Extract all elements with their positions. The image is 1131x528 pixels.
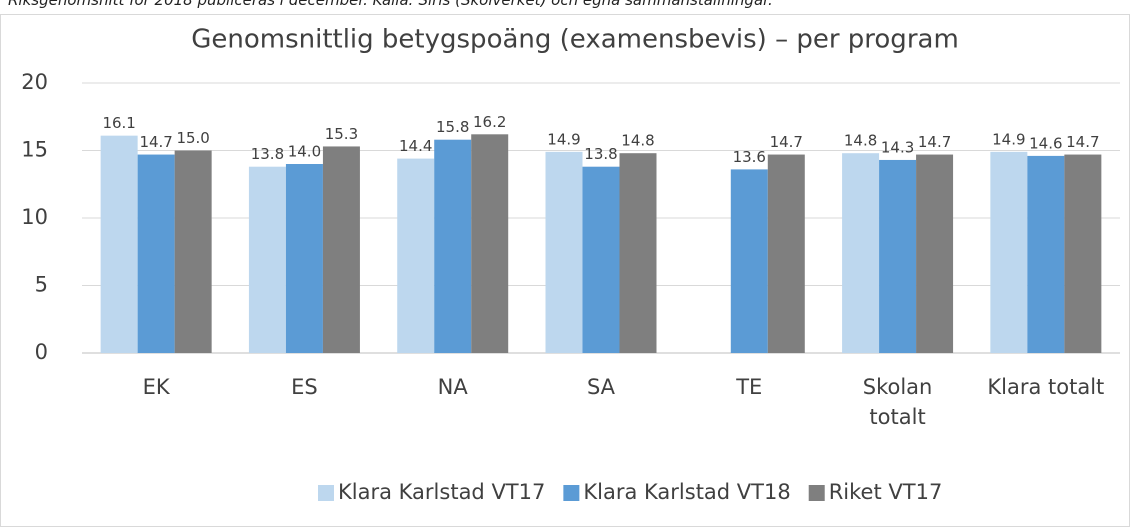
- y-tick-label: 20: [21, 70, 48, 94]
- bar: [137, 154, 175, 353]
- chart-border: [0, 14, 1130, 527]
- bar: [619, 153, 657, 353]
- bar: [879, 159, 917, 353]
- value-label: 15.0: [176, 129, 209, 147]
- value-label: 15.3: [325, 125, 358, 143]
- legend-label: Klara Karlstad VT17: [338, 480, 545, 504]
- value-label: 14.7: [918, 133, 951, 151]
- value-label: 14.7: [770, 133, 803, 151]
- x-tick-label: Skolan totalt: [862, 375, 933, 429]
- legend-swatch: [563, 485, 580, 501]
- bar: [767, 154, 805, 353]
- x-tick-label: NA: [437, 375, 468, 399]
- bar: [248, 166, 286, 353]
- value-label: 14.9: [547, 130, 580, 148]
- bar: [1027, 155, 1065, 353]
- bar: [1064, 154, 1102, 353]
- bar: [322, 146, 360, 353]
- legend-label: Riket VT17: [829, 480, 943, 504]
- x-tick-label: EK: [142, 375, 170, 399]
- value-label: 13.8: [251, 145, 284, 163]
- y-tick-label: 10: [21, 205, 48, 229]
- bar: [990, 151, 1028, 353]
- value-label: 14.4: [399, 137, 432, 155]
- value-label: 15.8: [436, 118, 469, 136]
- legend-swatch: [808, 485, 825, 501]
- value-label: 14.0: [288, 143, 321, 161]
- bar: [582, 166, 620, 353]
- bar: [545, 151, 583, 353]
- value-label: 13.6: [733, 148, 766, 166]
- bar: [285, 164, 323, 353]
- value-label: 14.8: [844, 132, 877, 150]
- bar: [471, 134, 509, 353]
- bar: [434, 139, 472, 353]
- value-label: 14.9: [992, 130, 1025, 148]
- x-tick-label: ES: [291, 375, 318, 399]
- y-tick-label: 5: [35, 273, 48, 297]
- value-label: 14.7: [1066, 133, 1099, 151]
- y-tick-label: 15: [21, 138, 48, 162]
- note: Riksgenomsnitt för 2018 publiceras i dec…: [8, 0, 773, 9]
- chart-title: Genomsnittlig betygspoäng (examensbevis)…: [191, 25, 959, 55]
- x-tick-label: TE: [736, 375, 763, 399]
- x-tick-label: Klara totalt: [987, 375, 1105, 399]
- value-label: 14.7: [139, 133, 172, 151]
- bar: [100, 135, 138, 353]
- value-label: 13.8: [584, 145, 617, 163]
- bar: [916, 154, 954, 353]
- value-label: 16.2: [473, 113, 506, 131]
- value-label: 16.1: [102, 114, 135, 132]
- y-tick-label: 0: [35, 340, 48, 364]
- bar: [174, 150, 212, 353]
- x-tick-label: SA: [586, 375, 616, 399]
- value-label: 14.6: [1029, 134, 1062, 152]
- bar: [397, 158, 435, 353]
- value-label: 14.8: [621, 132, 654, 150]
- bar: [730, 169, 768, 353]
- bar: [842, 153, 880, 353]
- value-label: 14.3: [881, 138, 914, 156]
- legend-label: Klara Karlstad VT18: [583, 480, 790, 504]
- legend-swatch: [318, 485, 334, 501]
